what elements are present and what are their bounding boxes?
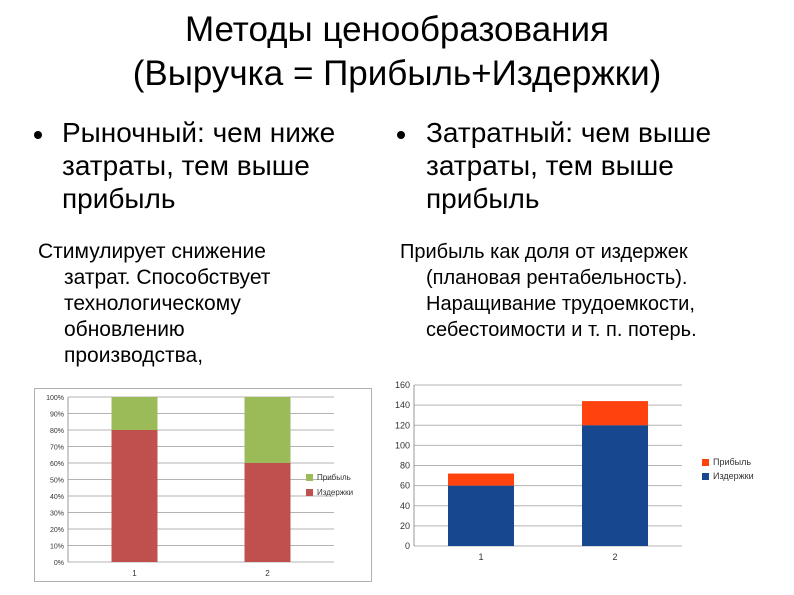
right-bullet-line-3: прибыль xyxy=(426,183,540,214)
right-paragraph-line-3: Наращивание трудоемкости, xyxy=(426,293,695,315)
y-tick-label: 100 xyxy=(395,440,410,450)
y-tick-label: 120 xyxy=(395,420,410,430)
y-tick-label: 0% xyxy=(54,560,64,567)
left-paragraph-line-5: производства, xyxy=(64,344,204,367)
y-tick-label: 40 xyxy=(400,501,410,511)
left-paragraph-line-1: Стимулирует снижение xyxy=(38,240,266,263)
legend-label: Прибыль xyxy=(713,457,751,467)
legend-label: Издержки xyxy=(317,488,353,497)
right-paragraph-line-1: Прибыль как доля от издержек xyxy=(400,241,688,263)
y-tick-label: 90% xyxy=(50,412,64,419)
y-tick-label: 60% xyxy=(50,461,64,468)
left-bullet-text: Рыночный: чем ниже затраты, тем выше при… xyxy=(62,116,335,215)
y-tick-label: 140 xyxy=(395,400,410,410)
right-paragraph-line-4: себестоимости и т. п. потерь. xyxy=(426,319,697,341)
y-tick-label: 40% xyxy=(50,494,64,501)
y-tick-label: 80 xyxy=(400,461,410,471)
y-tick-label: 100% xyxy=(46,395,64,402)
left-bullet-line-2: затраты, тем выше xyxy=(62,150,310,181)
bar-profit-1 xyxy=(111,397,158,430)
x-tick-label: 2 xyxy=(612,552,617,562)
bar-costs-2 xyxy=(244,463,291,562)
y-tick-label: 160 xyxy=(395,380,410,390)
y-tick-label: 50% xyxy=(50,478,64,485)
left-bullet-icon xyxy=(34,131,42,139)
left-paragraph-line-4: обновлению xyxy=(64,318,185,341)
x-tick-label: 1 xyxy=(132,569,137,578)
left-paragraph: Стимулирует снижение затрат. Способствуе… xyxy=(38,239,270,369)
chart-frame xyxy=(34,388,372,582)
legend-swatch xyxy=(702,473,709,480)
right-bullet-icon xyxy=(397,131,405,139)
y-tick-label: 10% xyxy=(50,544,64,551)
right-bullet-text: Затратный: чем выше затраты, тем выше пр… xyxy=(426,116,711,215)
legend-swatch xyxy=(702,459,709,466)
right-bullet-line-1: Затратный: чем выше xyxy=(426,117,712,148)
left-paragraph-line-2: затрат. Способствует xyxy=(64,266,271,289)
right-paragraph-line-2: (плановая рентабельность). xyxy=(426,267,688,289)
right-paragraph: Прибыль как доля от издержек (плановая р… xyxy=(400,239,697,343)
bar-profit-2 xyxy=(582,401,648,426)
y-tick-label: 80% xyxy=(50,428,64,435)
bar-costs-1 xyxy=(111,430,158,562)
bar-costs-2 xyxy=(582,425,648,546)
y-tick-label: 0 xyxy=(405,541,410,551)
y-tick-label: 70% xyxy=(50,445,64,452)
title-line-1: Методы ценообразования xyxy=(184,10,610,49)
legend-swatch xyxy=(306,489,313,496)
legend-swatch xyxy=(306,474,313,481)
absolute-stacked-bar-chart: 0 20 40 60 80 100 120 140 160 1 2 Прибыль Издержки xyxy=(395,380,754,562)
bar-profit-2 xyxy=(244,397,291,463)
right-bullet-line-2: затраты, тем выше xyxy=(426,150,674,181)
bar-profit-1 xyxy=(448,473,514,486)
left-bullet-line-3: прибыль xyxy=(62,183,176,214)
left-paragraph-line-3: технологическому xyxy=(64,292,241,315)
y-tick-label: 30% xyxy=(50,511,64,518)
y-tick-label: 20 xyxy=(400,521,410,531)
y-tick-label: 20% xyxy=(50,527,64,534)
left-bullet-line-1: Рыночный: чем ниже xyxy=(62,117,336,148)
legend-label: Издержки xyxy=(713,471,754,481)
percent-stacked-bar-chart: 0% 10% 20% 30% 40% 50% 60% 70% 80% 90% 100% 1 2 Прибы… xyxy=(34,388,372,582)
y-tick-label: 60 xyxy=(400,481,410,491)
slide-title: Методы ценообразования (Выручка = Прибыл… xyxy=(0,8,794,96)
title-line-2: (Выручка = Прибыль+Издержки) xyxy=(132,54,662,93)
x-tick-label: 1 xyxy=(478,552,483,562)
x-tick-label: 2 xyxy=(265,569,270,578)
bar-costs-1 xyxy=(448,485,514,546)
legend-label: Прибыль xyxy=(317,473,351,482)
